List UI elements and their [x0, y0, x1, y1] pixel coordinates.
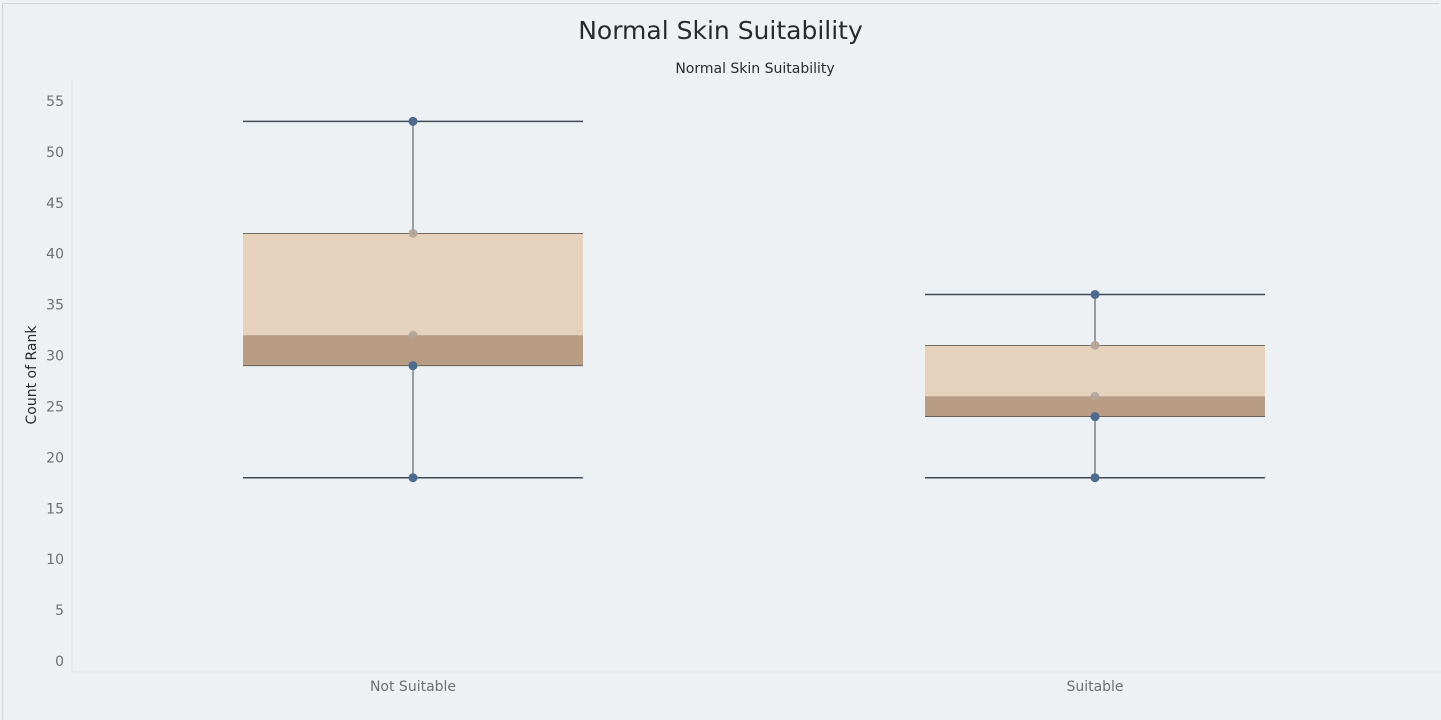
- y-tick-label: 35: [46, 298, 64, 314]
- y-tick-label: 0: [55, 654, 64, 670]
- lower-box: [243, 335, 583, 366]
- data-point: [408, 330, 418, 340]
- y-tick-label: 50: [46, 145, 64, 161]
- y-tick-label: 55: [46, 94, 64, 110]
- x-tick-label: Suitable: [1066, 679, 1123, 695]
- y-tick-label: 25: [46, 399, 64, 415]
- upper-box: [925, 345, 1265, 397]
- data-point: [1090, 473, 1100, 483]
- data-point: [1090, 412, 1100, 422]
- data-point: [408, 116, 418, 126]
- data-point: [408, 228, 418, 238]
- y-tick-label: 15: [46, 501, 64, 517]
- y-tick-label: 5: [55, 603, 64, 619]
- lower-box: [925, 396, 1265, 417]
- y-tick-label: 45: [46, 196, 64, 212]
- y-tick-label: 20: [46, 450, 64, 466]
- box-layer: [243, 116, 1265, 483]
- y-tick-label: 40: [46, 247, 64, 263]
- data-point: [408, 473, 418, 483]
- y-tick-label: 30: [46, 349, 64, 365]
- data-point: [408, 361, 418, 371]
- y-axis-label: Count of Rank: [24, 325, 40, 425]
- chart-subtitle: Normal Skin Suitability: [675, 61, 835, 77]
- chart-title: Normal Skin Suitability: [578, 16, 863, 45]
- data-point: [1090, 391, 1100, 401]
- axis-layer: 0 5 10 15 20 25 30 35 40 45 50 55 Not Suitable Suitab…: [46, 80, 1441, 695]
- y-tick-label: 10: [46, 552, 64, 568]
- upper-box: [243, 233, 583, 336]
- data-point: [1090, 289, 1100, 299]
- x-tick-label: Not Suitable: [370, 679, 456, 695]
- box-not-suitable: [243, 116, 583, 483]
- chart-frame: [2, 3, 1439, 720]
- box-suitable: [925, 289, 1265, 483]
- data-point: [1090, 340, 1100, 350]
